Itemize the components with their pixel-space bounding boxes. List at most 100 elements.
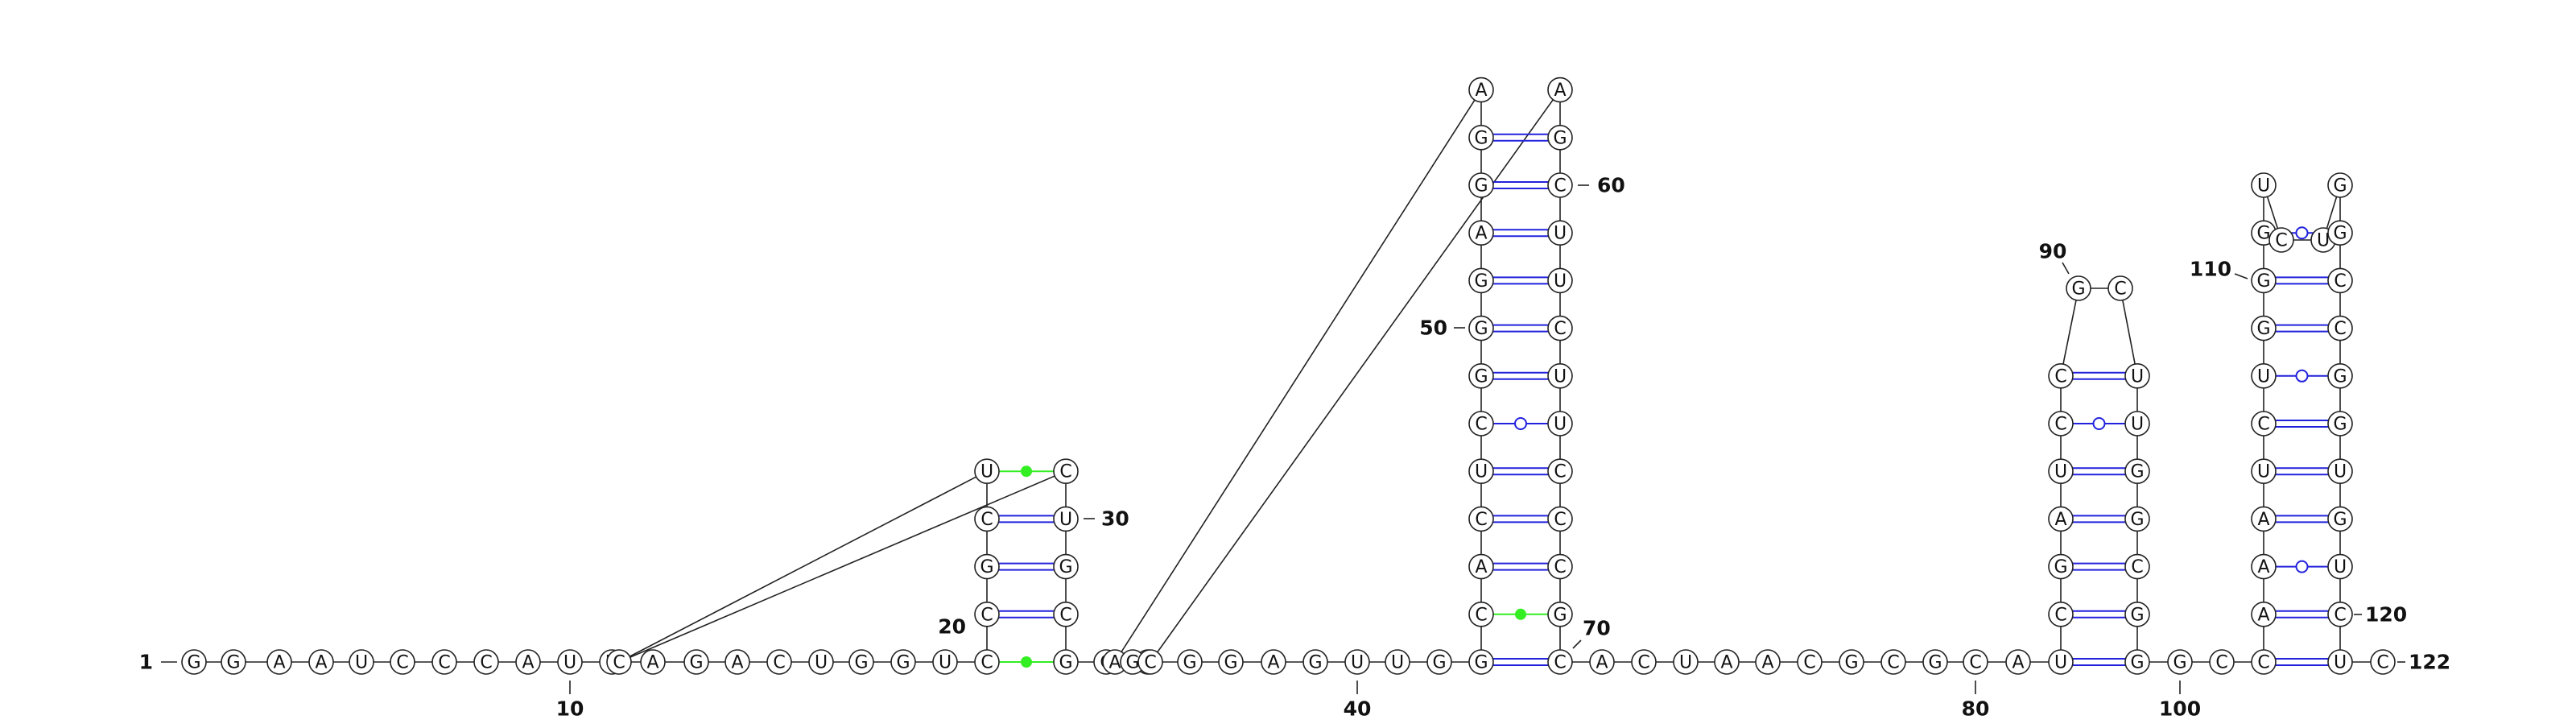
nucleotide-letter: U	[1351, 653, 1364, 673]
nucleotide-letter: A	[2054, 510, 2066, 530]
nucleotide-letter: U	[1554, 224, 1567, 244]
nucleotide-letter: G	[2173, 653, 2186, 673]
nucleotide-letter: A	[1761, 653, 1773, 673]
nucleotide: G	[181, 649, 207, 675]
nucleotide: G	[1468, 125, 1494, 151]
nucleotide: G	[2167, 649, 2193, 675]
nucleotide-letter: G	[1928, 653, 1942, 673]
nucleotide-letter: A	[2257, 605, 2269, 625]
nucleotide: G	[2124, 506, 2150, 532]
nucleotide-letter: U	[2334, 653, 2347, 673]
nucleotide-letter: G	[2130, 510, 2144, 530]
nucleotide-letter: G	[1553, 605, 1567, 625]
nucleotide: A	[1468, 220, 1494, 246]
nucleotide-letter: G	[2256, 224, 2270, 244]
nucleotide-letter: U	[2334, 462, 2347, 482]
nucleotide-letter: C	[396, 653, 408, 673]
nucleotide-letter: G	[2333, 224, 2347, 244]
nucleotide: C	[974, 649, 1000, 675]
nucleotide: G	[2327, 506, 2353, 532]
nucleotide: U	[1547, 411, 1573, 436]
position-label: 1	[139, 651, 153, 674]
nucleotide: C	[2124, 553, 2150, 580]
nucleotide-letter: C	[1637, 653, 1649, 673]
nucleotide: U	[2327, 458, 2353, 485]
nucleotide: G	[1468, 362, 1494, 389]
nucleotide-letter: C	[2114, 279, 2126, 300]
position-label: 50	[1419, 316, 1447, 340]
backbone-link	[1150, 89, 1561, 663]
nucleotide-letter: C	[1554, 462, 1566, 482]
nucleotide-letter: A	[1596, 653, 1608, 673]
nucleotide: C	[766, 649, 792, 675]
nucleotide-letter: G	[2333, 366, 2347, 387]
nucleotide-letter: A	[1720, 653, 1732, 673]
nucleotide-letter: A	[522, 653, 534, 673]
nucleotide-letter: C	[980, 510, 993, 530]
nucleotide: A	[308, 649, 334, 675]
nucleotide: C	[1053, 601, 1079, 627]
nucleotide: C	[1468, 601, 1494, 627]
nucleotide: U	[2048, 649, 2074, 675]
position-label: 90	[2039, 240, 2067, 263]
nucleotide-letter: U	[815, 653, 828, 673]
nucleotide: C	[1468, 506, 1494, 532]
nucleotide: U	[1547, 267, 1573, 294]
nucleotide: A	[266, 649, 292, 675]
position-tick	[2062, 262, 2070, 275]
nucleotide-letter: U	[2054, 653, 2067, 673]
nucleotide: C	[1547, 458, 1573, 485]
nucleotide-letter: C	[980, 653, 993, 673]
nucleotide: A	[1714, 649, 1740, 675]
nucleotide-letter: C	[1803, 653, 1815, 673]
nucleotide-letter: C	[2215, 653, 2227, 673]
position-label: 10	[556, 697, 584, 721]
nucleotide-letter: C	[480, 653, 492, 673]
nucleotide: U	[2124, 362, 2150, 389]
nucleotide-letter: A	[273, 653, 285, 673]
nucleotide-letter: G	[2256, 271, 2270, 292]
nucleotide: G	[2327, 411, 2353, 436]
nucleotide: C	[390, 649, 415, 675]
nucleotide: C	[1547, 172, 1573, 198]
nucleotide-letter: U	[980, 462, 993, 482]
nucleotide-letter: C	[1887, 653, 1899, 673]
nucleotide-letter: C	[2257, 653, 2269, 673]
nucleotide-letter: A	[1475, 557, 1487, 577]
nucleotide-letter: C	[2257, 415, 2269, 435]
nucleotide: U	[1547, 362, 1573, 389]
nucleotide: G	[1839, 649, 1864, 675]
nucleotide: C	[606, 649, 632, 675]
nucleotide-letter: C	[2334, 319, 2346, 339]
nucleotide: U	[2251, 362, 2277, 389]
nucleotide-letter: U	[1391, 653, 1404, 673]
nucleotide: G	[2251, 267, 2277, 294]
nucleotide-letter: U	[2131, 415, 2144, 435]
nucleotide: G	[1218, 649, 1244, 675]
nucleotide: G	[2327, 362, 2353, 389]
nucleotide: C	[2048, 411, 2074, 436]
nucleotide-letter: G	[1432, 653, 1446, 673]
nucleotide: C	[1547, 315, 1573, 341]
nucleotide: U	[2124, 411, 2150, 436]
nucleotide: G	[1468, 315, 1494, 341]
nucleotide: U	[1053, 506, 1079, 532]
nucleotide: C	[1547, 649, 1573, 675]
nucleotide-letter: A	[646, 653, 658, 673]
nucleotide-letter: G	[1474, 319, 1488, 339]
nucleotide: U	[1547, 220, 1573, 246]
nucleotide-letter: C	[1554, 653, 1566, 673]
nucleotide: A	[2251, 553, 2277, 580]
nucleotide-letter: G	[1474, 653, 1488, 673]
nucleotide: G	[2066, 275, 2091, 301]
nucleotide-letter: U	[2334, 557, 2347, 577]
nucleotide: U	[349, 649, 374, 675]
nucleotide-letter: C	[1144, 653, 1156, 673]
nucleotide-letter: C	[2334, 605, 2346, 625]
nucleotide: C	[473, 649, 499, 675]
position-label: 60	[1597, 174, 1625, 197]
nucleotide: C	[431, 649, 457, 675]
nucleotide: G	[2251, 315, 2277, 341]
nucleotide-letter: G	[854, 653, 868, 673]
